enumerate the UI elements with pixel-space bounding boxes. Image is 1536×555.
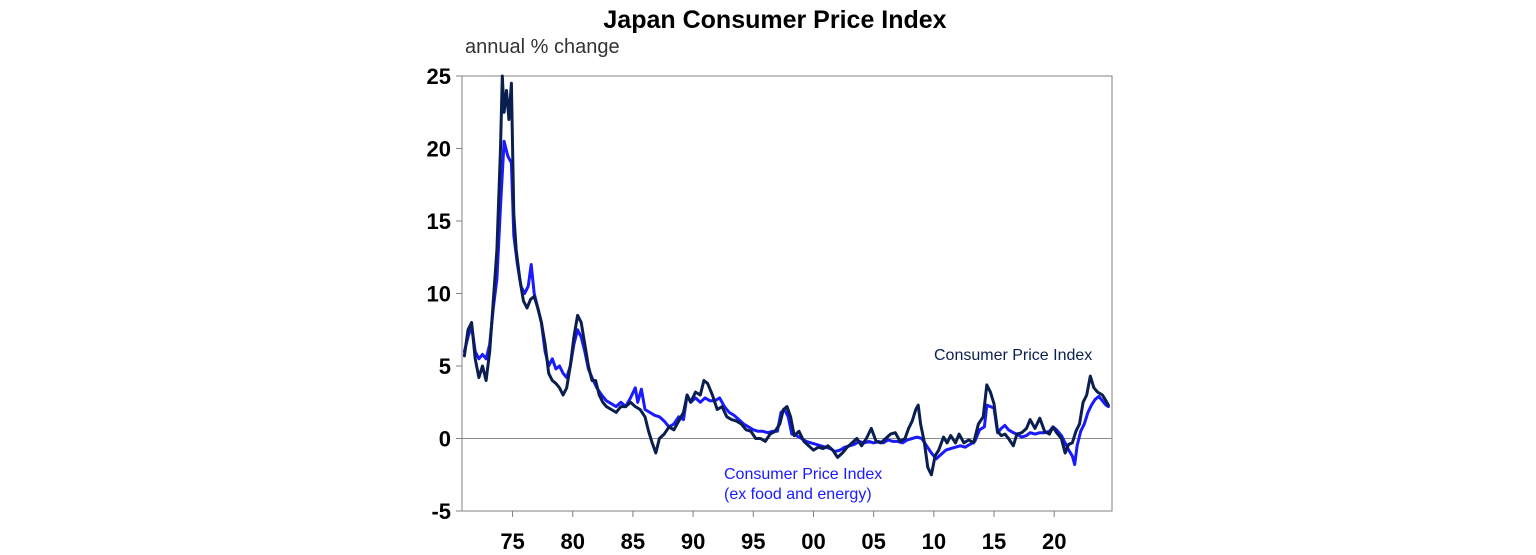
y-tick-label: 20 <box>427 137 451 162</box>
y-tick-label: 15 <box>427 209 451 234</box>
annotation-cpi-line-1: Consumer Price Index <box>934 347 1092 364</box>
chart-title: Japan Consumer Price Index <box>603 6 946 34</box>
x-axis-ticks: 75 80 85 90 95 00 05 10 15 20 <box>500 511 1066 554</box>
y-tick-label: 0 <box>439 427 451 452</box>
y-tick-label: 10 <box>427 282 451 307</box>
x-tick-label: 75 <box>500 529 524 554</box>
series-line-cpi-ex-food-energy <box>462 139 1110 467</box>
x-tick-label: 05 <box>861 529 885 554</box>
x-tick-label: 10 <box>922 529 946 554</box>
series-line-cpi <box>462 74 1110 477</box>
y-tick-label: -5 <box>431 499 451 524</box>
x-tick-label: 80 <box>560 529 584 554</box>
y-axis-label: annual % change <box>465 36 620 58</box>
series-lines <box>462 74 1110 477</box>
series-annotations: Consumer Price Index Consumer Price Index… <box>724 347 1092 503</box>
y-tick-label: 5 <box>439 354 451 379</box>
x-tick-label: 15 <box>982 529 1006 554</box>
x-tick-label: 00 <box>801 529 825 554</box>
annotation-cpi-ex-food-energy-line-2: (ex food and energy) <box>724 486 872 503</box>
y-tick-label: 25 <box>427 64 451 89</box>
annotation-cpi-ex-food-energy-line-1: Consumer Price Index <box>724 466 882 483</box>
x-tick-label: 95 <box>741 529 765 554</box>
x-tick-label: 20 <box>1042 529 1066 554</box>
x-tick-label: 85 <box>621 529 645 554</box>
x-tick-label: 90 <box>681 529 705 554</box>
y-axis-ticks: 25 20 15 10 5 0 -5 <box>427 64 462 524</box>
